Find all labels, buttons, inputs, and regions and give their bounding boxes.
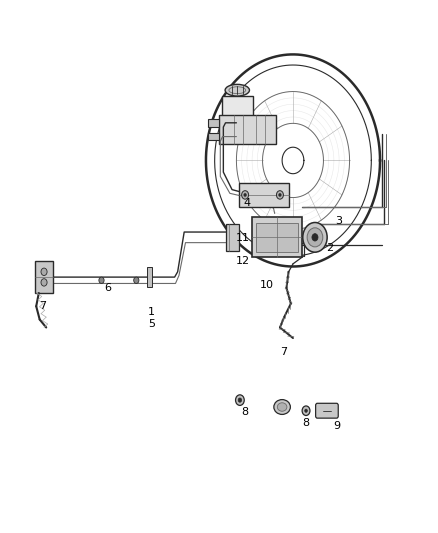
Bar: [239, 183, 289, 207]
Circle shape: [236, 395, 244, 406]
Ellipse shape: [277, 403, 287, 411]
Circle shape: [41, 279, 47, 286]
Text: 5: 5: [148, 319, 155, 329]
Text: 7: 7: [39, 301, 46, 311]
Text: 6: 6: [105, 282, 112, 293]
Circle shape: [238, 398, 242, 402]
Bar: [208, 133, 219, 140]
Text: 2: 2: [326, 243, 334, 253]
Circle shape: [41, 268, 47, 276]
Circle shape: [242, 191, 249, 199]
Circle shape: [312, 233, 318, 241]
Text: 7: 7: [280, 348, 287, 358]
Bar: [256, 223, 297, 252]
Bar: [147, 266, 152, 287]
Bar: [208, 119, 219, 126]
Text: 8: 8: [303, 418, 310, 428]
Circle shape: [305, 409, 307, 413]
Circle shape: [244, 193, 247, 197]
Text: 12: 12: [236, 256, 250, 266]
Text: 9: 9: [333, 421, 340, 431]
Text: 3: 3: [335, 216, 342, 227]
Bar: [219, 115, 276, 144]
Bar: [35, 261, 53, 293]
Ellipse shape: [274, 400, 290, 415]
Circle shape: [302, 406, 310, 416]
Ellipse shape: [225, 84, 250, 96]
Circle shape: [99, 277, 104, 284]
Text: 1: 1: [148, 306, 155, 317]
Circle shape: [307, 228, 323, 247]
FancyBboxPatch shape: [316, 403, 338, 418]
Circle shape: [276, 191, 283, 199]
Bar: [226, 224, 239, 251]
Bar: [252, 217, 302, 257]
Text: 4: 4: [244, 198, 251, 208]
Circle shape: [303, 222, 327, 252]
Bar: [222, 95, 253, 119]
Circle shape: [279, 193, 281, 197]
Text: 8: 8: [241, 407, 249, 417]
Circle shape: [134, 277, 139, 284]
Text: 10: 10: [260, 280, 274, 290]
Text: 11: 11: [236, 233, 250, 244]
